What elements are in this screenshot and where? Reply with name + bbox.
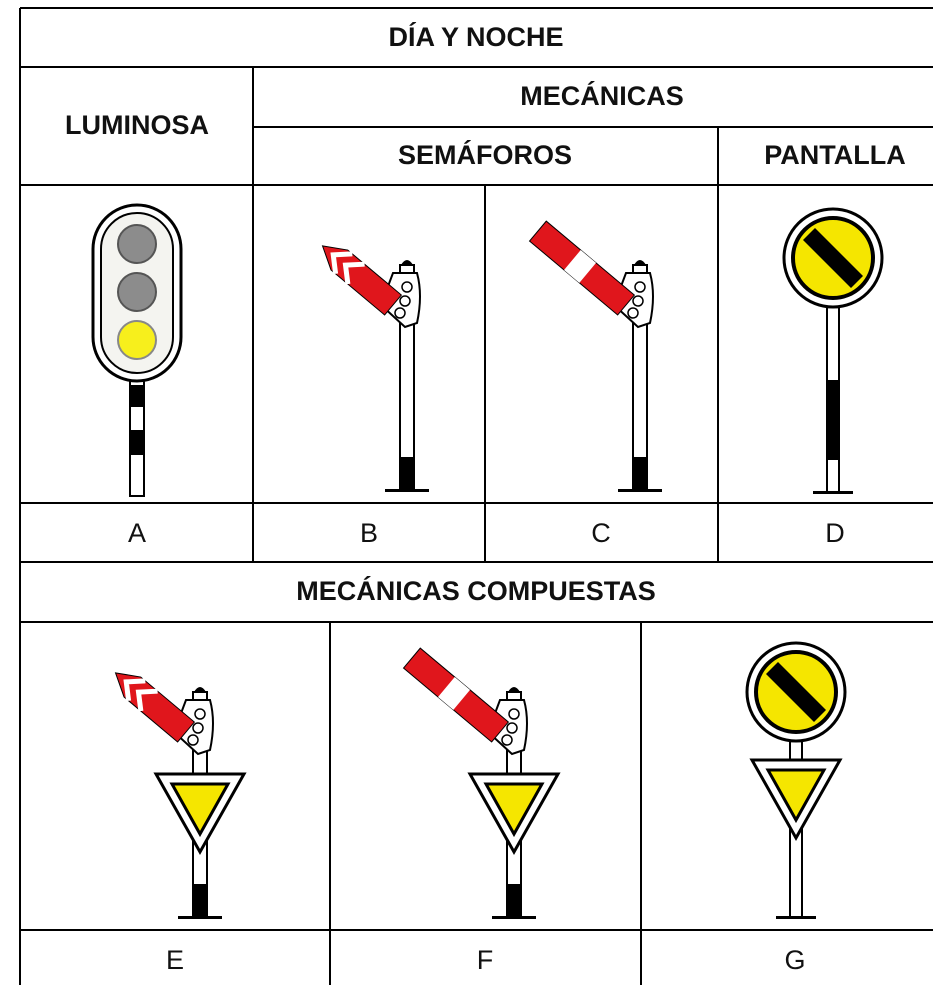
group-header: MECÁNICAS: [520, 80, 684, 111]
group-header: MECÁNICAS COMPUESTAS: [296, 575, 656, 606]
screen-signal: [782, 207, 884, 494]
signal-label: D: [825, 518, 845, 548]
semaphore-signal: [314, 236, 430, 493]
signal-label: B: [360, 518, 378, 548]
semaphore-signal: [529, 220, 663, 493]
compound-signal: [107, 663, 246, 920]
signal-label: C: [591, 518, 611, 548]
group-header: LUMINOSA: [65, 110, 209, 140]
compound-signal: [403, 647, 560, 920]
title: DÍA Y NOCHE: [388, 21, 563, 52]
group-header: SEMÁFOROS: [398, 139, 572, 170]
table-grid: [19, 7, 933, 985]
light-signal: [91, 203, 183, 497]
signal-label: F: [477, 945, 494, 975]
signal-label: G: [784, 945, 805, 975]
compound-screen-signal: [745, 641, 847, 919]
signal-label: A: [128, 518, 146, 548]
group-header: PANTALLA: [764, 140, 905, 170]
signal-label: E: [166, 945, 184, 975]
